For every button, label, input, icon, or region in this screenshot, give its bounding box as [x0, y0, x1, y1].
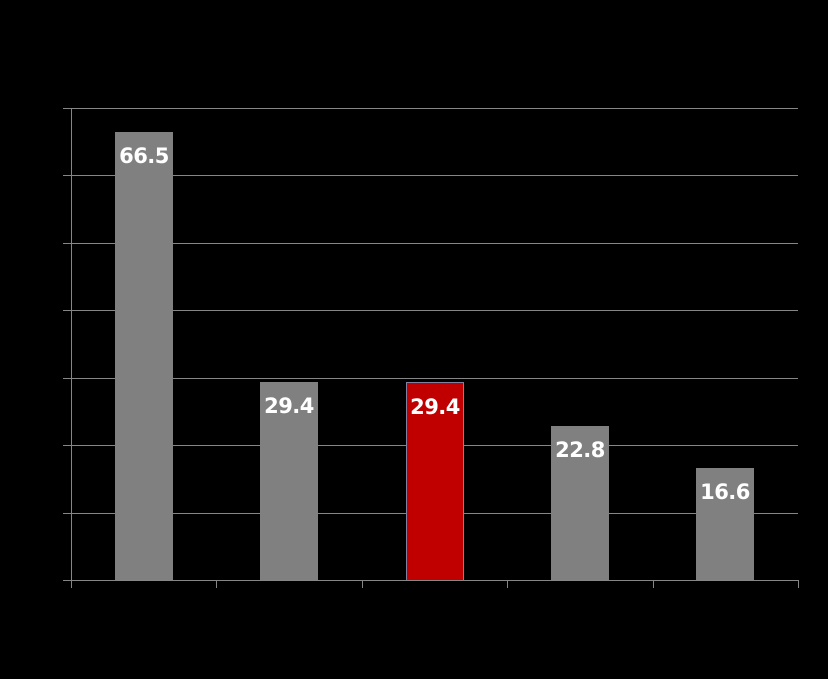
y-axis-tick [63, 243, 71, 244]
y-gridline [71, 310, 798, 311]
bar-value-label: 22.8 [555, 438, 605, 462]
y-gridline [71, 378, 798, 379]
bar: 16.6 [696, 468, 754, 580]
y-axis-tick [63, 108, 71, 109]
bar-value-label: 29.4 [264, 394, 314, 418]
y-axis-tick [63, 580, 71, 581]
bar: 22.8 [551, 426, 609, 580]
y-gridline [71, 243, 798, 244]
y-axis-tick [63, 310, 71, 311]
x-axis-tick [216, 580, 217, 588]
bar-value-label: 29.4 [410, 395, 460, 419]
x-axis-tick [362, 580, 363, 588]
y-axis [71, 108, 72, 588]
x-axis-tick [798, 580, 799, 588]
x-axis [71, 580, 798, 581]
y-axis-tick [63, 175, 71, 176]
bar: 66.5 [115, 132, 173, 580]
y-gridline [71, 175, 798, 176]
bar-value-label: 66.5 [119, 144, 169, 168]
bar: 29.4 [260, 382, 318, 580]
y-gridline [71, 108, 798, 109]
x-axis-tick [71, 580, 72, 588]
x-axis-tick [653, 580, 654, 588]
x-axis-tick [507, 580, 508, 588]
y-axis-tick [63, 445, 71, 446]
bar-highlighted: 29.4 [406, 382, 464, 580]
y-axis-tick [63, 513, 71, 514]
bar-value-label: 16.6 [700, 480, 750, 504]
y-axis-tick [63, 378, 71, 379]
